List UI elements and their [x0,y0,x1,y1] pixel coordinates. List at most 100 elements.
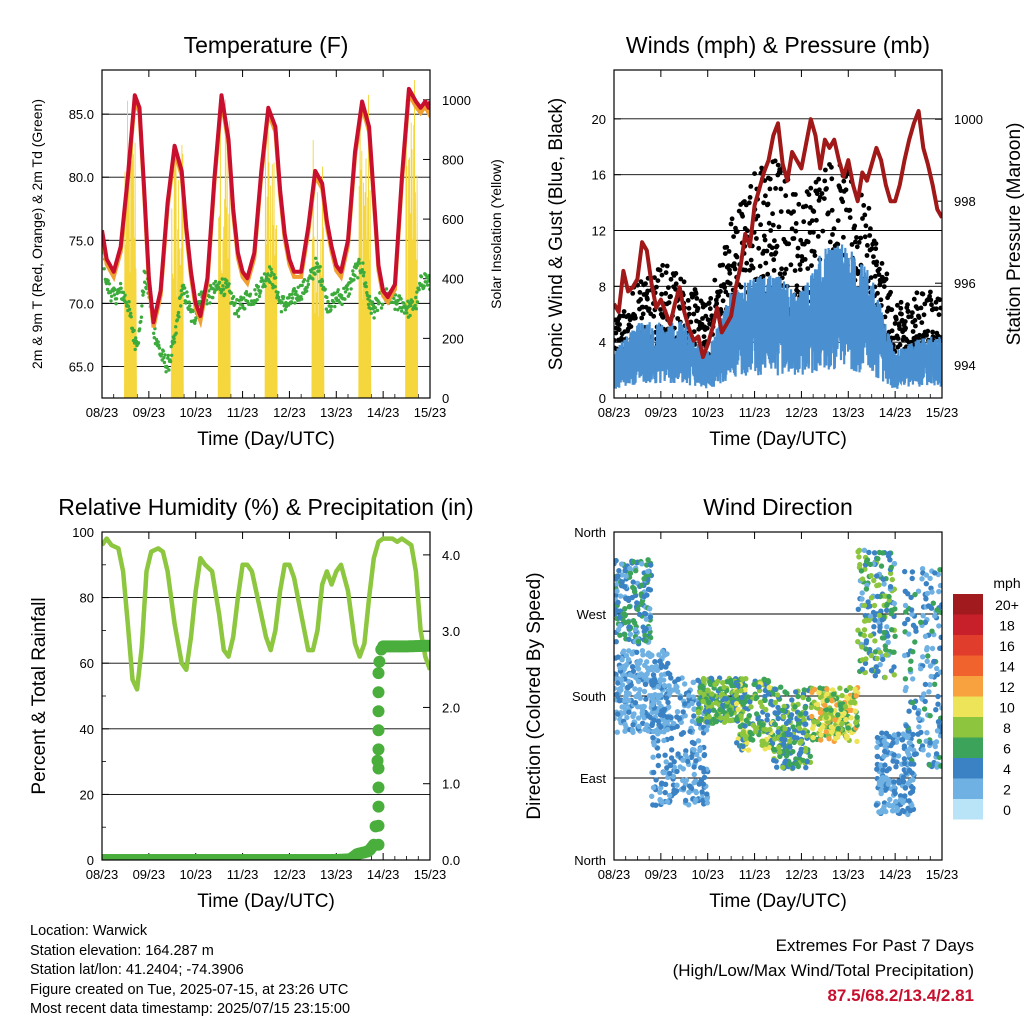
gust-point [873,241,879,247]
dewpoint-point [109,294,114,298]
direction-point [859,644,865,650]
direction-point [786,738,793,744]
direction-point [635,666,642,672]
direction-point [674,714,680,720]
direction-point [938,634,942,640]
direction-point [839,692,845,699]
gust-point [854,244,860,250]
direction-point [632,626,639,633]
gust-point [703,313,709,319]
direction-point [622,698,628,704]
gust-point [727,281,733,286]
gust-point [927,293,932,299]
direction-point [879,730,885,736]
direction-point [924,730,930,736]
dewpoint-point [270,271,274,275]
direction-point [779,736,785,742]
direction-point [929,645,936,652]
gust-point [640,311,646,317]
gust-point [835,241,841,247]
direction-point [911,704,918,711]
dewpoint-point [234,312,239,316]
gust-point [852,223,858,229]
figure-created: Figure created on Tue, 2025-07-15, at 23… [30,981,349,998]
gust-point [767,176,773,182]
direction-point [922,681,929,688]
direction-point [772,699,778,706]
gust-point [617,313,623,319]
x-tick-label: 09/23 [133,405,166,420]
direction-point [709,691,715,697]
direction-point [912,591,918,598]
dewpoint-point [138,327,142,331]
direction-point [889,627,895,633]
dewpoint-point [279,310,284,314]
dewpoint-point [117,290,122,294]
gust-point [691,311,697,317]
direction-point [829,729,835,735]
dewpoint-point [143,270,147,275]
direction-point [739,731,746,738]
direction-point [792,704,798,710]
gust-point [793,221,799,226]
direction-point [910,785,916,791]
dewpoint-point [154,337,159,342]
gust-point [621,309,627,314]
gust-point [778,169,783,175]
direction-point [691,740,697,747]
direction-point [910,700,916,706]
gust-point [920,291,926,297]
y-tick-label: East [580,771,606,786]
gust-point [745,228,750,234]
gust-point [897,326,902,332]
direction-point [937,645,942,651]
gust-point [938,305,942,311]
y-tick-label: 16 [592,168,606,183]
direction-point [935,693,941,700]
direction-point [766,684,772,691]
direction-point [901,760,908,767]
direction-point [775,704,781,711]
direction-point [861,602,868,609]
direction-point [848,715,854,721]
direction-point [661,737,667,744]
dewpoint-point [290,292,294,296]
direction-point [647,635,654,641]
gust-point [701,334,707,339]
direction-point [636,723,642,729]
direction-point [832,735,839,742]
direction-point [727,678,734,685]
x-tick-label: 08/23 [86,405,119,420]
direction-point [775,715,781,722]
gust-point [773,250,779,256]
gust-point [877,266,882,272]
gust-point [854,235,859,240]
direction-point [614,671,618,677]
direction-point [616,698,623,704]
direction-point [739,694,745,701]
gust-point [922,301,928,307]
dewpoint-point [401,301,406,305]
gust-point [750,265,756,271]
gust-point [815,234,821,239]
direction-point [631,711,637,717]
dewpoint-point [221,287,226,291]
direction-point [699,789,705,795]
direction-point [796,725,803,731]
direction-point [934,607,940,613]
dewpoint-point [314,256,318,260]
x-tick-label: 09/23 [645,405,678,420]
gust-point [795,245,801,251]
dewpoint-point [107,282,112,286]
direction-point [933,751,940,757]
dewpoint-point [152,331,156,335]
direction-point [893,798,899,805]
gust-point [769,245,775,251]
gust-point [822,178,828,184]
direction-point [809,689,815,695]
gust-point [791,236,797,241]
dewpoint-point [168,359,173,364]
dewpoint-point [106,279,110,283]
dewpoint-point [185,294,190,298]
direction-point [657,712,664,718]
